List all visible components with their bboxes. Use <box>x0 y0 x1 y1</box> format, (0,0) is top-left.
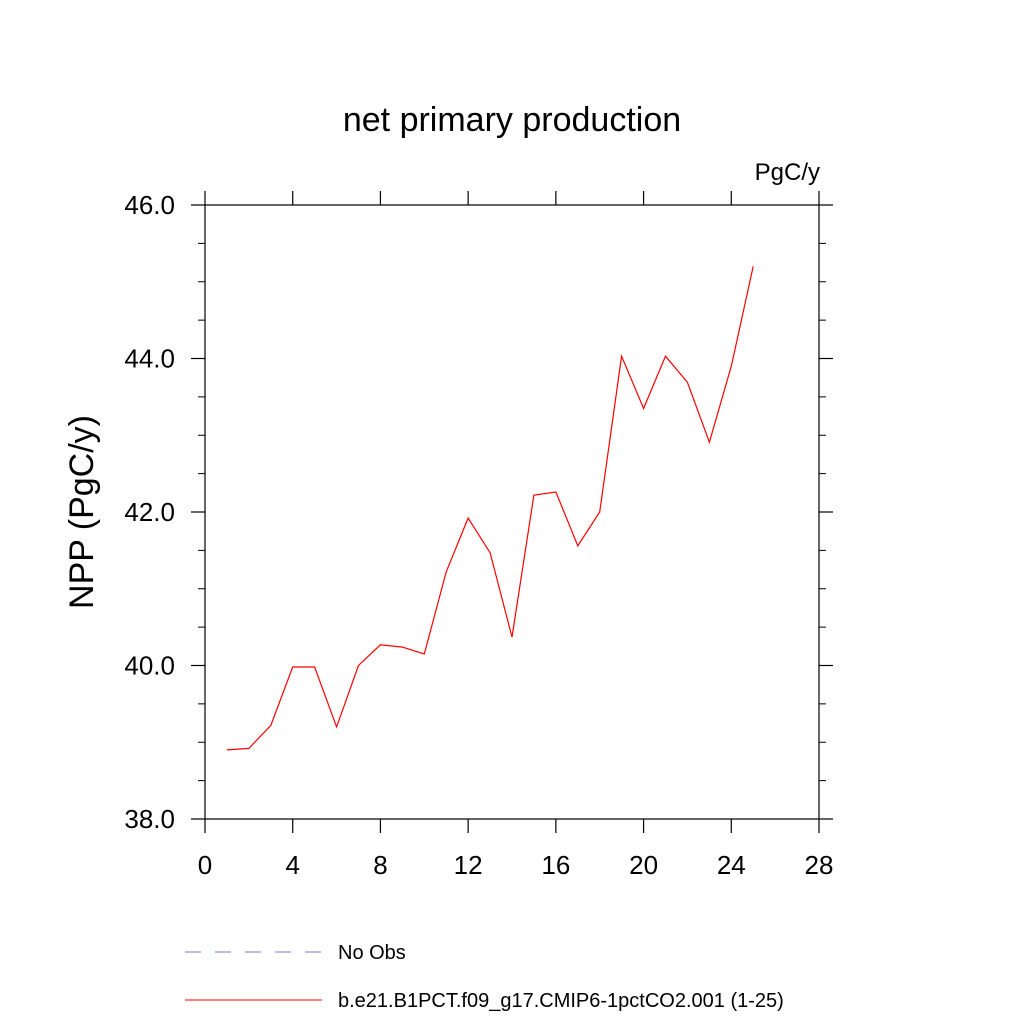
x-tick-label: 24 <box>717 850 746 880</box>
x-tick-label: 0 <box>198 850 212 880</box>
y-tick-label: 44.0 <box>124 344 175 374</box>
series-line-1 <box>226 266 754 751</box>
axis-ticks <box>191 191 833 833</box>
axis-tick-labels: 0 4 8 12 16 20 24 28 38.0 40.0 42.0 44.0 46.0 <box>124 190 833 880</box>
y-tick-label: 46.0 <box>124 190 175 220</box>
legend-entry-1: b.e21.B1PCT.f09_g17.CMIP6-1pctCO2.001 (1… <box>338 990 784 1012</box>
x-tick-label: 28 <box>805 850 834 880</box>
x-tick-label: 4 <box>285 850 299 880</box>
legend: No Obs b.e21.B1PCT.f09_g17.CMIP6-1pctCO2.… <box>185 942 784 1012</box>
y-tick-label: 38.0 <box>124 804 175 834</box>
x-tick-label: 16 <box>541 850 570 880</box>
series-layer <box>226 266 754 751</box>
plot-frame <box>204 204 820 820</box>
chart-title: net primary production <box>343 101 681 139</box>
y-tick-label: 40.0 <box>124 651 175 681</box>
units-label: PgC/y <box>755 159 820 186</box>
legend-entry-0: No Obs <box>338 942 406 964</box>
x-tick-label: 20 <box>629 850 658 880</box>
x-tick-label: 12 <box>454 850 483 880</box>
y-axis-label: NPP (PgC/y) <box>63 415 101 609</box>
y-tick-label: 42.0 <box>124 497 175 527</box>
x-tick-label: 8 <box>373 850 387 880</box>
